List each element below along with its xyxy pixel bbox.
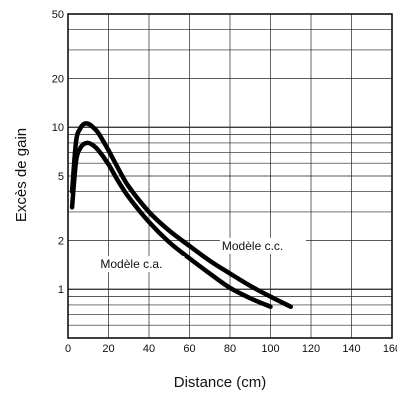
y-tick-label: 20 [52,73,64,85]
grid [67,13,393,339]
x-tick-label: 140 [342,343,360,355]
x-tick-label: 120 [302,343,320,355]
tick-labels: 0 20 40 60 80 100 120 140 160 1 2 5 10 20 50 [52,9,397,355]
y-tick-label: 5 [58,171,64,183]
x-axis-label: Distance (cm) [174,374,267,391]
x-tick-label: 20 [102,343,114,355]
y-axis-label: Excès de gain [13,128,30,222]
annotation-bg [219,237,306,254]
series-annotation: Modèle c.c. [222,239,283,253]
x-tick-label: 60 [183,343,195,355]
x-tick-label: 80 [224,343,236,355]
y-tick-label: 10 [52,122,64,134]
annotation-bg [98,256,185,273]
series-line-cc [69,121,293,309]
series-group [69,121,293,309]
y-tick-label: 2 [58,235,64,247]
y-tick-label: 50 [52,9,64,21]
series-annotation: Modèle c.a. [100,257,162,271]
x-tick-label: 100 [261,343,279,355]
plot-frame [67,13,393,339]
series-line-ca [69,140,273,309]
x-tick-label: 160 [383,343,397,355]
x-tick-label: 40 [143,343,155,355]
x-tick-label: 0 [65,343,71,355]
annotations: Modèle c.c. Modèle c.a. [98,237,306,273]
y-tick-label: 1 [58,284,64,296]
